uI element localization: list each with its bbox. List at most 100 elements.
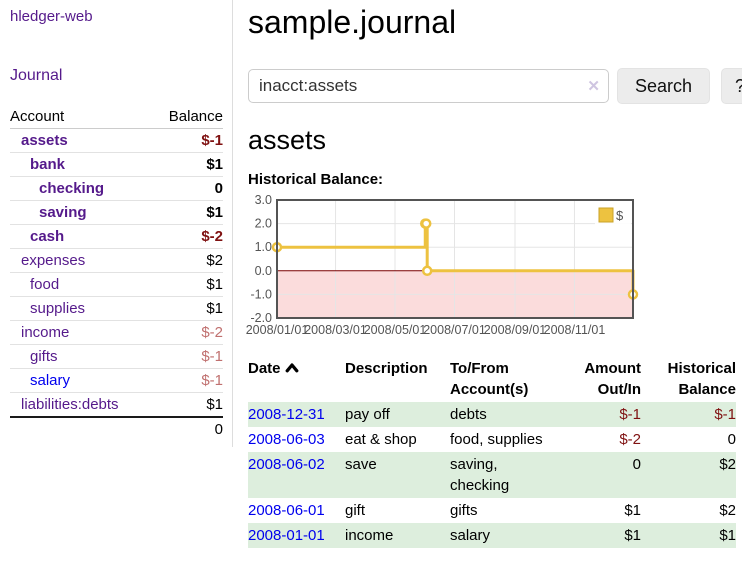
transactions-header-description: Description [345,360,428,377]
account-link[interactable]: checking [39,180,105,197]
transaction-amount: $1 [557,523,641,548]
transaction-date-link[interactable]: 2008-06-03 [248,431,325,448]
account-link[interactable]: food [30,276,60,293]
historical-balance-chart: $3.0 2.0 1.0 0.0 -1.0 -2.0 2008/01/01 2008/03/0… [246,193,742,340]
transaction-accounts: food, supplies [450,431,543,448]
account-row: food $1 [10,272,223,297]
main-content: sample.journal ✕ Search ? assets Histori… [233,0,742,548]
transaction-date-link[interactable]: 2008-12-31 [248,406,325,423]
account-balance: $-2 [152,224,223,249]
account-row: checking 0 [10,176,223,201]
transaction-row: 2008-12-31 pay off debts $-1 $-1 [248,402,736,427]
account-row: income $-2 [10,320,223,345]
svg-text:2008/05/01: 2008/05/01 [364,323,427,337]
transaction-accounts: salary [450,523,557,548]
account-link[interactable]: expenses [21,252,86,269]
account-row: cash $-2 [10,224,223,249]
account-row: supplies $1 [10,296,223,321]
transaction-amount: 0 [557,452,641,498]
account-link[interactable]: liabilities:debts [21,396,119,413]
date-header-label: Date [248,360,281,377]
account-link[interactable]: bank [30,156,66,173]
svg-text:2008/09/01: 2008/09/01 [484,323,547,337]
account-link[interactable]: salary [30,372,71,389]
account-row: expenses $2 [10,248,223,273]
sidebar: hledger-web Journal Account Balance asse… [0,0,233,447]
transaction-date-link[interactable]: 2008-01-01 [248,527,325,544]
transaction-row: 2008-01-01 income salary $1 $1 [248,523,736,548]
account-link[interactable]: cash [30,228,65,245]
account-balance: $1 [152,200,223,225]
account-balance: $2 [152,248,223,273]
account-balance: $1 [152,152,223,177]
transaction-balance: $2 [719,502,736,519]
search-button[interactable]: Search [617,68,711,104]
transaction-balance: $2 [641,452,736,498]
transactions-table: Date Description To/From Account(s) Amou… [248,356,736,548]
account-balance: $-1 [152,344,223,369]
transaction-amount: $1 [624,502,641,519]
transaction-description: pay off [345,402,450,427]
account-title: assets [248,125,327,155]
transaction-amount: $-1 [557,402,641,427]
transaction-row: 2008-06-01 gift gifts $1 $2 [248,498,736,523]
account-link[interactable]: income [21,324,70,341]
transaction-description: gift [345,502,366,519]
help-button[interactable]: ? [721,68,742,104]
account-balance: $-1 [152,368,223,393]
transaction-accounts: saving, checking [450,452,557,498]
accounts-total-value: 0 [152,416,223,441]
svg-text:2008/07/01: 2008/07/01 [423,323,486,337]
svg-text:2008/01/01: 2008/01/01 [246,323,309,337]
app-title-link[interactable]: hledger-web [10,8,93,25]
account-link[interactable]: supplies [30,300,86,317]
account-row: liabilities:debts $1 [10,392,223,417]
transaction-description: save [345,452,450,498]
account-link[interactable]: gifts [30,348,58,365]
svg-text:-2.0: -2.0 [250,311,272,325]
accounts-total-row: 0 [10,416,223,441]
svg-text:$: $ [616,208,624,223]
transaction-description: eat & shop [345,431,417,448]
svg-text:2008/03/01: 2008/03/01 [304,323,367,337]
search-input[interactable] [248,69,609,103]
account-row: saving $1 [10,200,223,225]
transaction-amount: $-2 [619,431,641,448]
page-title: sample.journal [248,4,457,40]
svg-text:3.0: 3.0 [255,193,272,207]
account-balance: 0 [152,176,223,201]
transaction-balance: 0 [727,431,736,448]
search-form: ✕ Search ? [248,68,742,104]
account-link[interactable]: assets [21,132,68,149]
transaction-balance: $-1 [641,402,736,427]
transaction-accounts: gifts [450,502,478,519]
page: hledger-web Journal Account Balance asse… [0,0,742,548]
chart-label: Historical Balance: [248,171,384,188]
transaction-date-link[interactable]: 2008-06-02 [248,456,325,473]
transactions-header-date[interactable]: Date [248,356,345,402]
account-row: bank $1 [10,152,223,177]
transaction-date-link[interactable]: 2008-06-01 [248,502,325,519]
accounts-table: Account Balance assets $-1 bank $1 checking 0… [10,105,223,441]
clear-search-icon[interactable]: ✕ [587,78,600,95]
account-link[interactable]: saving [39,204,87,221]
svg-text:0.0: 0.0 [255,264,272,278]
transactions-header-balance: Historical Balance [667,360,736,398]
transaction-balance: $1 [641,523,736,548]
transactions-header-amount: Amount Out/In [584,360,641,398]
transaction-accounts: debts [450,402,557,427]
account-balance: $-1 [201,132,223,149]
account-row: salary $-1 [10,368,223,393]
account-balance: $-2 [152,320,223,345]
svg-text:2.0: 2.0 [255,217,272,231]
account-balance: $1 [152,296,223,321]
svg-text:-1.0: -1.0 [250,287,272,301]
account-row: assets $-1 [10,129,223,153]
svg-text:1.0: 1.0 [255,240,272,254]
transactions-header-row: Date Description To/From Account(s) Amou… [248,356,736,402]
transactions-header-accounts: To/From Account(s) [450,360,529,398]
svg-text:2008/11/01: 2008/11/01 [544,323,606,337]
account-balance: $1 [152,272,223,297]
sidebar-item-journal[interactable]: Journal [10,67,63,84]
transaction-row: 2008-06-02 save saving, checking 0 $2 [248,452,736,498]
